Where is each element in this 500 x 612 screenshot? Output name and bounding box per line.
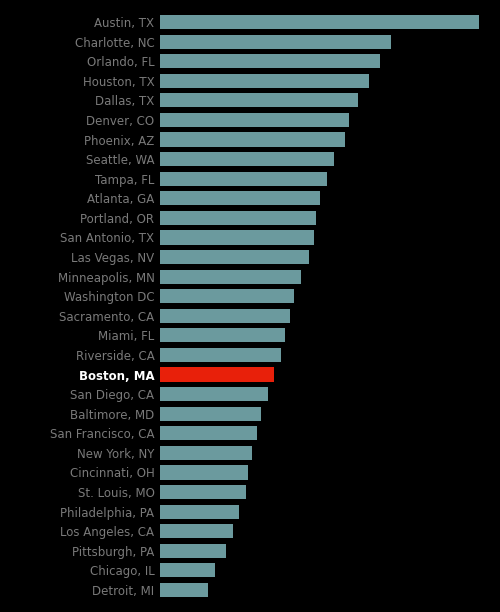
Bar xyxy=(160,15,478,29)
Bar xyxy=(160,426,256,441)
Bar xyxy=(160,387,268,401)
Bar xyxy=(160,446,252,460)
Bar xyxy=(160,406,261,421)
Bar xyxy=(160,93,358,108)
Bar xyxy=(160,191,320,206)
Bar xyxy=(160,583,208,597)
Bar xyxy=(160,504,239,519)
Bar xyxy=(160,152,334,166)
Bar xyxy=(160,289,294,304)
Bar xyxy=(160,132,344,147)
Bar xyxy=(160,485,246,499)
Bar xyxy=(160,524,232,539)
Bar xyxy=(160,54,380,69)
Bar xyxy=(160,211,316,225)
Bar xyxy=(160,269,300,284)
Bar xyxy=(160,308,290,323)
Bar xyxy=(160,563,215,578)
Bar xyxy=(160,367,274,382)
Bar xyxy=(160,34,390,49)
Bar xyxy=(160,73,369,88)
Bar xyxy=(160,465,248,480)
Bar xyxy=(160,348,281,362)
Bar xyxy=(160,250,310,264)
Bar xyxy=(160,113,349,127)
Bar xyxy=(160,543,226,558)
Bar xyxy=(160,171,327,186)
Bar xyxy=(160,230,314,245)
Bar xyxy=(160,328,286,343)
